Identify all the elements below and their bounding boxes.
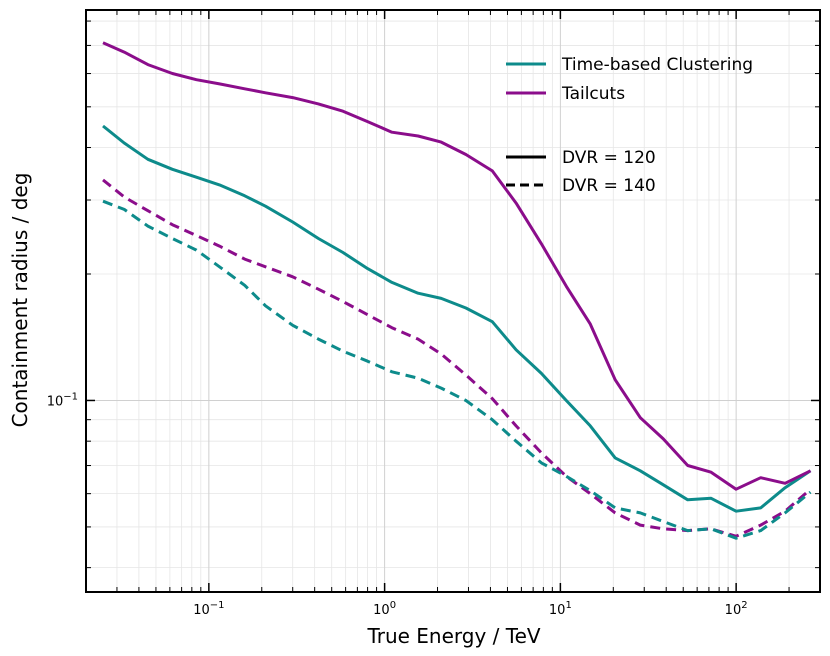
legend-label-tailcuts: Tailcuts xyxy=(561,84,625,104)
series-line-time-based-clustering-dvr-120 xyxy=(102,124,812,513)
legend: Time-based Clustering Tailcuts DVR = 120… xyxy=(506,55,753,196)
y-axis-label: Containment radius / deg xyxy=(8,173,32,428)
plot-frame xyxy=(85,9,821,593)
legend-label-time-based-clustering: Time-based Clustering xyxy=(561,55,753,75)
y-tick-label: 10−1 xyxy=(47,391,78,409)
x-axis-label: True Energy / TeV xyxy=(366,624,540,648)
x-tick-label: 10−1 xyxy=(193,600,224,618)
series-line-tailcuts-dvr-140 xyxy=(102,178,812,538)
series-line-time-based-clustering-dvr-140 xyxy=(102,199,812,540)
legend-label-dvr-120: DVR = 120 xyxy=(562,148,656,168)
x-tick-label: 101 xyxy=(549,600,572,618)
series-layer xyxy=(102,41,812,540)
tick-labels: 10−1 100 101 102 10−1 xyxy=(47,391,748,618)
major-gridlines xyxy=(86,10,820,592)
x-tick-label: 102 xyxy=(725,600,748,618)
legend-label-dvr-140: DVR = 140 xyxy=(562,176,656,196)
x-tick-label: 100 xyxy=(373,600,396,618)
series-line-tailcuts-dvr-120 xyxy=(102,41,812,491)
